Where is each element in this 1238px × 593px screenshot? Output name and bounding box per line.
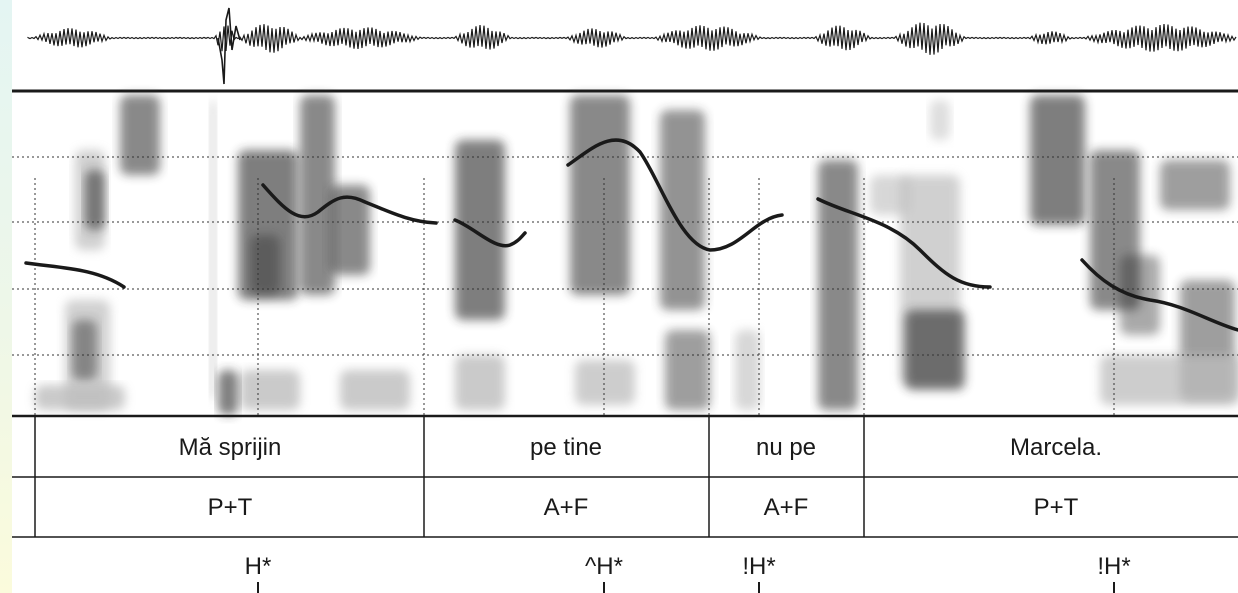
pitch-segment bbox=[24, 261, 126, 289]
phrase-tier: P+T A+F A+F P+T bbox=[208, 494, 1079, 521]
spectrogram-blob bbox=[818, 160, 858, 410]
phrase-label: P+T bbox=[1034, 494, 1079, 521]
word-label: pe tine bbox=[530, 434, 602, 461]
spectrogram-blob bbox=[72, 320, 97, 380]
spectrogram-blob bbox=[570, 95, 630, 295]
spectrogram-blob bbox=[35, 385, 125, 410]
spectrogram-blob bbox=[218, 370, 238, 415]
words-tier: Mă sprijin pe tine nu pe Marcela. bbox=[179, 434, 1102, 461]
spectrogram-panel bbox=[12, 89, 1238, 416]
spectrogram-blob bbox=[1160, 160, 1230, 210]
spectrogram-blob bbox=[575, 360, 635, 405]
pitch-segment bbox=[566, 138, 784, 252]
spectrogram-blob bbox=[1120, 255, 1160, 335]
waveform-panel bbox=[12, 0, 1238, 91]
tier-boundaries bbox=[34, 416, 865, 537]
spectrogram-blob bbox=[660, 110, 705, 310]
waveform-trace bbox=[27, 22, 1237, 55]
word-label: Mă sprijin bbox=[179, 434, 282, 461]
spectrogram-blob bbox=[330, 185, 370, 275]
pitch-segment bbox=[261, 183, 438, 225]
tone-label: H* bbox=[245, 553, 272, 580]
spectrogram-blob bbox=[1100, 355, 1238, 405]
spectrogram-blob bbox=[300, 95, 335, 295]
spectrogram-blob bbox=[240, 370, 300, 410]
annotation-tiers: Mă sprijin pe tine nu pe Marcela. P+T A+… bbox=[12, 414, 1238, 593]
tone-label: ^H* bbox=[585, 553, 623, 580]
spectrogram-blob bbox=[665, 330, 710, 410]
tone-label: !H* bbox=[1097, 553, 1130, 580]
spectrogram-blob bbox=[1030, 95, 1085, 225]
spectrogram-blob bbox=[120, 95, 160, 175]
spectrogram-blob bbox=[735, 330, 760, 410]
spectrogram-blob bbox=[455, 355, 505, 410]
tones-tier: H* ^H* !H* !H* bbox=[245, 553, 1131, 593]
phrase-label: A+F bbox=[764, 494, 809, 521]
word-label: Marcela. bbox=[1010, 434, 1102, 461]
spectrogram-blob bbox=[905, 310, 965, 390]
pitch-segment bbox=[816, 197, 992, 289]
tone-label: !H* bbox=[742, 553, 775, 580]
spectrogram-blob bbox=[340, 370, 410, 410]
spectrogram-blob bbox=[85, 170, 105, 230]
spectrogram-blob bbox=[930, 100, 950, 140]
spectrogram-energy bbox=[35, 95, 1238, 415]
left-margin-strip bbox=[0, 0, 12, 593]
pitch-segment bbox=[1080, 258, 1238, 332]
phrase-label: P+T bbox=[208, 494, 253, 521]
pitch-contour bbox=[24, 138, 1238, 332]
pitch-segment bbox=[453, 218, 527, 248]
waveform-spike bbox=[217, 7, 241, 85]
spectrogram-grid bbox=[12, 156, 1238, 416]
word-label: nu pe bbox=[756, 434, 816, 461]
spectrogram-blob bbox=[250, 235, 280, 295]
phrase-label: A+F bbox=[544, 494, 589, 521]
spectrogram-blob bbox=[210, 100, 216, 400]
spectrogram-blob bbox=[455, 140, 505, 320]
